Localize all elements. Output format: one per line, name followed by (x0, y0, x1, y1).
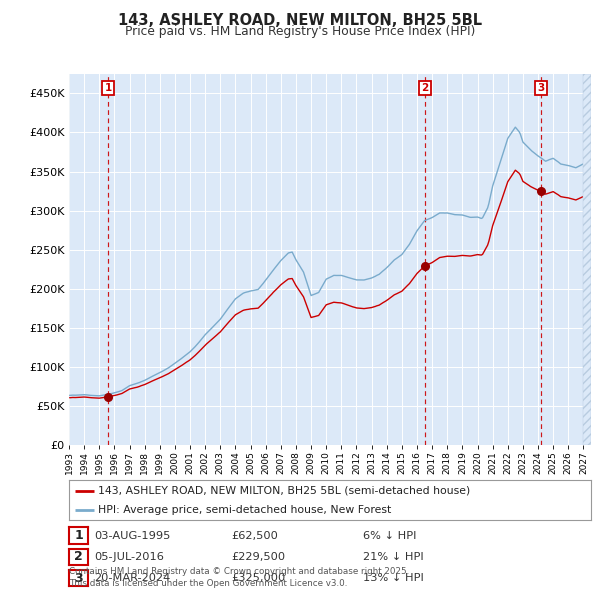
Text: 13% ↓ HPI: 13% ↓ HPI (363, 573, 424, 583)
Text: 21% ↓ HPI: 21% ↓ HPI (363, 552, 424, 562)
Text: 03-AUG-1995: 03-AUG-1995 (94, 531, 170, 540)
Text: £62,500: £62,500 (231, 531, 278, 540)
Text: HPI: Average price, semi-detached house, New Forest: HPI: Average price, semi-detached house,… (98, 505, 391, 515)
Text: 3: 3 (74, 572, 83, 585)
Text: Contains HM Land Registry data © Crown copyright and database right 2025.
This d: Contains HM Land Registry data © Crown c… (69, 568, 409, 588)
Text: 2: 2 (74, 550, 83, 563)
Text: 20-MAR-2024: 20-MAR-2024 (94, 573, 170, 583)
Text: 3: 3 (538, 83, 545, 93)
Text: 05-JUL-2016: 05-JUL-2016 (94, 552, 164, 562)
Text: 143, ASHLEY ROAD, NEW MILTON, BH25 5BL (semi-detached house): 143, ASHLEY ROAD, NEW MILTON, BH25 5BL (… (98, 486, 470, 496)
Text: £325,000: £325,000 (231, 573, 285, 583)
Text: £229,500: £229,500 (231, 552, 285, 562)
Text: 1: 1 (104, 83, 112, 93)
Bar (583, 74, 591, 445)
Text: 6% ↓ HPI: 6% ↓ HPI (363, 531, 416, 540)
Text: 2: 2 (421, 83, 428, 93)
Text: 143, ASHLEY ROAD, NEW MILTON, BH25 5BL: 143, ASHLEY ROAD, NEW MILTON, BH25 5BL (118, 13, 482, 28)
Text: Price paid vs. HM Land Registry's House Price Index (HPI): Price paid vs. HM Land Registry's House … (125, 25, 475, 38)
Text: 1: 1 (74, 529, 83, 542)
